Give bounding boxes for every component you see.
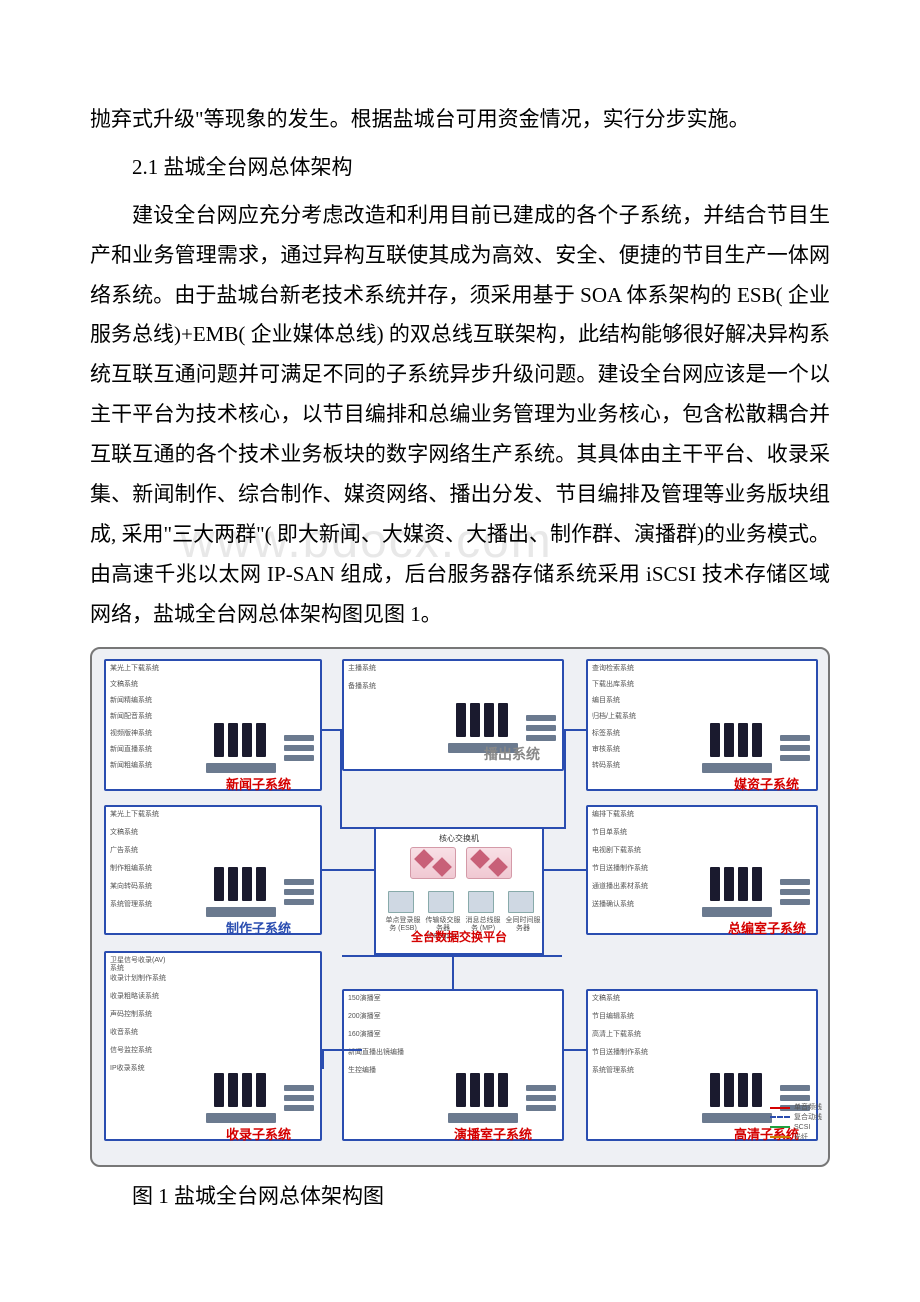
- center-platform: 核心交换机单点登录服务 (ESB)传输级交服务器 (EKreport)消息总线服…: [374, 827, 544, 955]
- connection-line: [564, 729, 566, 829]
- panel-prod-item: 系统管理系统: [110, 901, 166, 909]
- panel-prod-label: 制作子系统: [226, 917, 291, 942]
- panel-media: 查询检索系统下载出库系统编目系统归档/上载系统标签系统审核系统转码系统媒资子系统: [586, 659, 818, 791]
- panel-news-label: 新闻子系统: [226, 773, 291, 798]
- legend-swatch: [770, 1107, 790, 1109]
- legend-row: 单音频线: [770, 1103, 822, 1113]
- legend-label: 单音频线: [794, 1104, 822, 1111]
- panel-studio: 150演播室200演播室160演播室新闻直播出镜编播生控编播演播室子系统: [342, 989, 564, 1141]
- panel-editor-item: 送播确认系统: [592, 901, 648, 909]
- connection-line: [564, 729, 586, 731]
- connection-line: [586, 1049, 588, 1069]
- connection-line: [562, 1049, 586, 1051]
- legend-row: SCSI: [770, 1123, 822, 1133]
- panel-editor-item: 电视剧下载系统: [592, 847, 648, 855]
- panel-hd-item: 文稿系统: [592, 995, 648, 1003]
- core-switch-icon: [466, 847, 512, 879]
- panel-prod-item: 某光上下载系统: [110, 811, 166, 819]
- panel-record-item: 卫星信号收录(AV)系统: [110, 957, 166, 974]
- panel-record-item: IP收录系统: [110, 1065, 166, 1073]
- panel-news-item: 文稿系统: [110, 681, 166, 689]
- panel-hd-item: 节目编辑系统: [592, 1013, 648, 1021]
- panel-record-item: 收音系统: [110, 1029, 166, 1037]
- connection-line: [322, 1049, 324, 1069]
- panel-record: 卫星信号收录(AV)系统收录计划制作系统收录粗略读系统声码控制系统收音系统信号监…: [104, 951, 322, 1141]
- panel-record-label: 收录子系统: [226, 1123, 291, 1148]
- panel-media-label: 媒资子系统: [734, 773, 799, 798]
- connection-line: [322, 869, 374, 871]
- panel-record-item: 收录计划制作系统: [110, 975, 166, 983]
- section-heading-2-1: 2.1 盐城全台网总体架构: [90, 148, 830, 188]
- panel-studio-item: 生控编播: [348, 1067, 404, 1075]
- panel-studio-label: 演播室子系统: [454, 1123, 532, 1148]
- panel-hd-item: 系统管理系统: [592, 1067, 648, 1075]
- center-platform-title: 全台数据交换平台: [376, 924, 542, 951]
- legend-row: 复合动线: [770, 1113, 822, 1123]
- legend-swatch: [770, 1116, 790, 1118]
- connection-line: [340, 729, 342, 829]
- panel-news-item: 新闻配音系统: [110, 713, 166, 721]
- panel-news-item: 视频版神系统: [110, 730, 166, 738]
- panel-editor-label: 总编室子系统: [728, 917, 806, 942]
- panel-broadcast-item: 备播系统: [348, 683, 404, 691]
- legend-label: 光纤: [794, 1134, 808, 1141]
- panel-record-item: 收录粗略读系统: [110, 993, 166, 1001]
- connection-line: [322, 1049, 362, 1051]
- panel-editor-item: 节目送播制作系统: [592, 865, 648, 873]
- figure-1-container: 某光上下载系统文稿系统新闻精编系统新闻配音系统视频版神系统新闻直播系统新闻粗编系…: [90, 647, 830, 1167]
- legend-label: 复合动线: [794, 1114, 822, 1121]
- panel-studio-item: 200演播室: [348, 1013, 404, 1021]
- paragraph-body: 建设全台网应充分考虑改造和利用目前已建成的各个子系统，并结合节目生产和业务管理需…: [90, 196, 830, 635]
- legend-row: 光纤: [770, 1133, 822, 1143]
- connection-line: [452, 955, 454, 989]
- panel-studio-item: 160演播室: [348, 1031, 404, 1039]
- paragraph-continuation: 抛弃式升级"等现象的发生。根据盐城台可用资金情况，实行分步实施。: [90, 100, 830, 140]
- panel-media-item: 编目系统: [592, 697, 648, 705]
- panel-news-item: 新闻粗编系统: [110, 762, 166, 770]
- panel-editor: 编排下载系统节目单系统电视剧下载系统节目送播制作系统通道播出素材系统送播确认系统…: [586, 805, 818, 935]
- panel-record-item: 声码控制系统: [110, 1011, 166, 1019]
- core-switch-icon: [410, 847, 456, 879]
- panel-news-item: 新闻精编系统: [110, 697, 166, 705]
- connection-line: [340, 827, 374, 829]
- panel-news-item: 某光上下载系统: [110, 665, 166, 673]
- panel-media-item: 下载出库系统: [592, 681, 648, 689]
- panel-editor-item: 编排下载系统: [592, 811, 648, 819]
- panel-studio-item: 150演播室: [348, 995, 404, 1003]
- panel-media-item: 转码系统: [592, 762, 648, 770]
- architecture-diagram: 某光上下载系统文稿系统新闻精编系统新闻配音系统视频版神系统新闻直播系统新闻粗编系…: [90, 647, 830, 1167]
- connection-line: [544, 827, 566, 829]
- panel-news: 某光上下载系统文稿系统新闻精编系统新闻配音系统视频版神系统新闻直播系统新闻粗编系…: [104, 659, 322, 791]
- panel-news-item: 新闻直播系统: [110, 746, 166, 754]
- panel-broadcast-item: 主播系统: [348, 665, 404, 673]
- panel-prod: 某光上下载系统文稿系统广告系统制作粗编系统某向转码系统系统管理系统制作子系统: [104, 805, 322, 935]
- legend-label: SCSI: [794, 1124, 810, 1131]
- panel-prod-item: 广告系统: [110, 847, 166, 855]
- panel-record-item: 信号监控系统: [110, 1047, 166, 1055]
- figure-1-caption: 图 1 盐城全台网总体架构图: [90, 1177, 830, 1217]
- panel-prod-item: 某向转码系统: [110, 883, 166, 891]
- panel-media-item: 查询检索系统: [592, 665, 648, 673]
- legend-swatch: [770, 1126, 790, 1128]
- connection-line: [322, 729, 342, 731]
- panel-prod-item: 文稿系统: [110, 829, 166, 837]
- panel-editor-item: 通道播出素材系统: [592, 883, 648, 891]
- panel-hd-item: 高清上下载系统: [592, 1031, 648, 1039]
- connection-line: [342, 955, 562, 957]
- panel-hd-item: 节目送播制作系统: [592, 1049, 648, 1057]
- panel-editor-item: 节目单系统: [592, 829, 648, 837]
- panel-prod-item: 制作粗编系统: [110, 865, 166, 873]
- panel-media-item: 标签系统: [592, 730, 648, 738]
- diagram-legend: 单音频线复合动线 SCSI 光纤: [770, 1103, 822, 1142]
- panel-media-item: 归档/上载系统: [592, 713, 648, 721]
- connection-line: [544, 869, 586, 871]
- panel-broadcast-label: 播出系统: [484, 741, 540, 768]
- panel-media-item: 审核系统: [592, 746, 648, 754]
- legend-swatch: [770, 1136, 790, 1138]
- panel-broadcast: 主播系统备播系统播出系统: [342, 659, 564, 771]
